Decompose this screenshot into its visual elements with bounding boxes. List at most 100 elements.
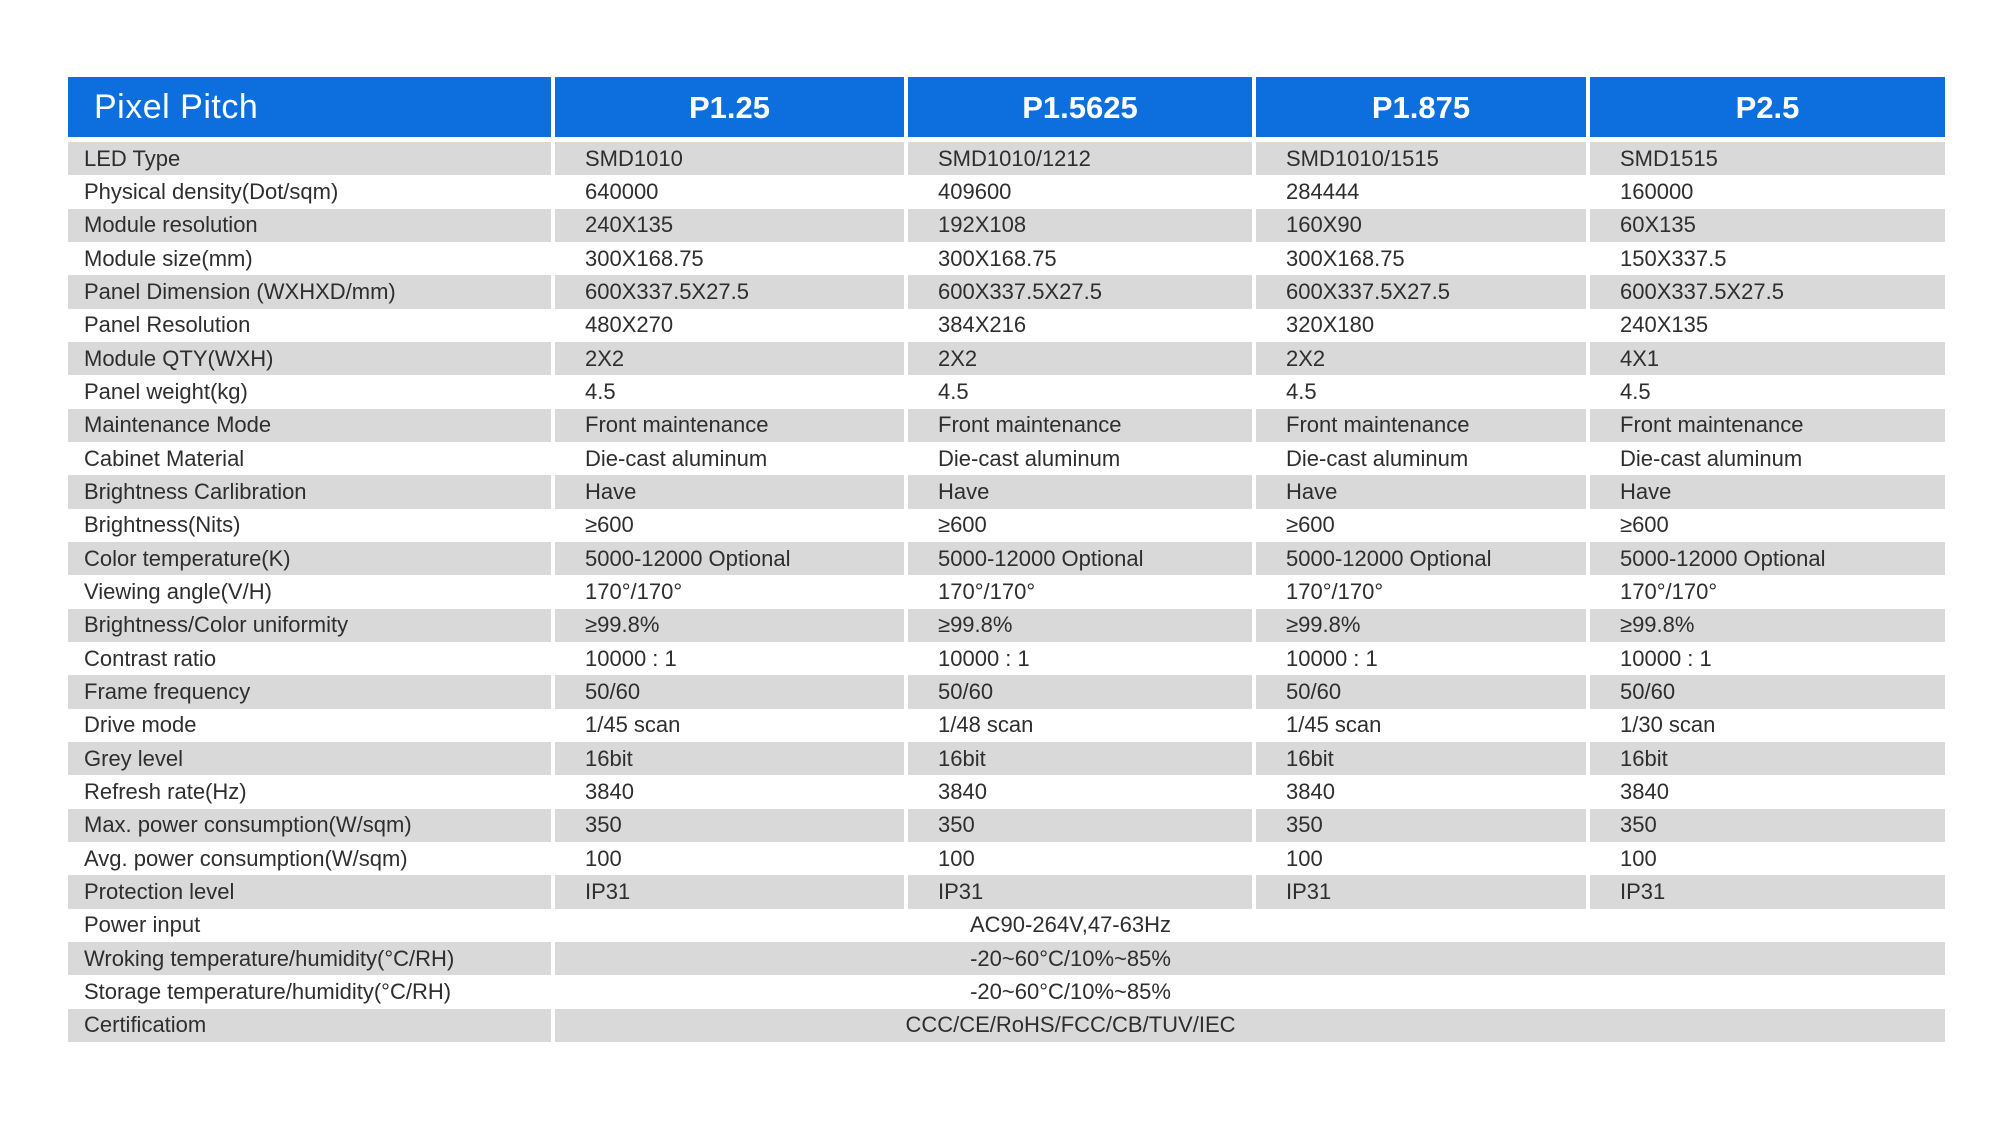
row-label: Wroking temperature/humidity(°C/RH)	[68, 941, 551, 976]
cell-value: 600X337.5X27.5	[904, 275, 1252, 309]
cell-value: Front maintenance	[1252, 408, 1586, 442]
cell-value: IP31	[551, 875, 904, 909]
table-row-frame-frequency: Frame frequency 50/60 50/60 50/60 50/60	[68, 675, 1945, 709]
cell-value: ≥99.8%	[1586, 608, 1945, 642]
table-row-panel-weight-kg: Panel weight(kg) 4.5 4.5 4.5 4.5	[68, 375, 1945, 409]
row-label: Viewing angle(V/H)	[68, 575, 551, 609]
cell-value: 640000	[551, 175, 904, 209]
cell-value: 100	[1586, 841, 1945, 876]
cell-value: 4.5	[1586, 375, 1945, 409]
cell-value: 50/60	[551, 675, 904, 709]
merged-cell-value: -20~60°C/10%~85%	[551, 941, 1945, 976]
cell-value: 170°/170°	[1252, 575, 1586, 609]
table-row-maintenance-mode: Maintenance Mode Front maintenance Front m…	[68, 408, 1945, 442]
cell-value: 5000-12000 Optional	[551, 541, 904, 576]
header-pixel-pitch: Pixel Pitch	[68, 77, 551, 137]
row-label: Brightness/Color uniformity	[68, 608, 551, 642]
table-row-color-temperature-k: Color temperature(K) 5000-12000 Optional 5…	[68, 541, 1945, 576]
table-row-panel-dimension-wxhxd-mm: Panel Dimension (WXHXD/mm) 600X337.5X27.5…	[68, 275, 1945, 309]
cell-value: 170°/170°	[551, 575, 904, 609]
table-row-module-qty-wxh: Module QTY(WXH) 2X2 2X2 2X2 4X1	[68, 341, 1945, 376]
cell-value: ≥600	[551, 508, 904, 542]
cell-value: 50/60	[1586, 675, 1945, 709]
row-label: Power input	[68, 908, 551, 942]
row-label: Refresh rate(Hz)	[68, 775, 551, 809]
cell-value: 350	[1586, 808, 1945, 842]
cell-value: 4X1	[1586, 341, 1945, 376]
cell-value: 300X168.75	[904, 241, 1252, 276]
cell-value: 300X168.75	[551, 241, 904, 276]
cell-value: 16bit	[1252, 741, 1586, 776]
cell-value: 192X108	[904, 208, 1252, 242]
table-row-contrast-ratio: Contrast ratio 10000 : 1 10000 : 1 10000 : …	[68, 641, 1945, 676]
cell-value: Die-cast aluminum	[904, 441, 1252, 476]
cell-value: 3840	[1586, 775, 1945, 809]
row-label: Contrast ratio	[68, 641, 551, 676]
cell-value: 100	[1252, 841, 1586, 876]
cell-value: 50/60	[904, 675, 1252, 709]
table-row-grey-level: Grey level 16bit 16bit 16bit 16bit	[68, 741, 1945, 776]
table-row-refresh-rate-hz: Refresh rate(Hz) 3840 3840 3840 3840	[68, 775, 1945, 809]
cell-value: 320X180	[1252, 308, 1586, 342]
cell-value: 160000	[1586, 175, 1945, 209]
cell-value: 2X2	[904, 341, 1252, 376]
cell-value: 60X135	[1586, 208, 1945, 242]
row-label: LED Type	[68, 142, 551, 176]
cell-value: 1/48 scan	[904, 708, 1252, 742]
table-header-row: Pixel Pitch P1.25 P1.5625 P1.875 P2.5	[68, 77, 1945, 137]
table-row-wroking-temperature-humidity-c-rh: Wroking temperature/humidity(°C/RH) -20~6…	[68, 941, 1945, 976]
table-row-storage-temperature-humidity-c-rh: Storage temperature/humidity(°C/RH) -20~6…	[68, 975, 1945, 1009]
cell-value: 16bit	[551, 741, 904, 776]
table-row-power-input: Power input AC90-264V,47-63Hz	[68, 908, 1945, 942]
cell-value: Have	[1586, 475, 1945, 509]
cell-value: 10000 : 1	[551, 641, 904, 676]
cell-value: ≥600	[904, 508, 1252, 542]
cell-value: 16bit	[1586, 741, 1945, 776]
cell-value: 5000-12000 Optional	[904, 541, 1252, 576]
table-row-led-type: LED Type SMD1010 SMD1010/1212 SMD1010/1515 S…	[68, 142, 1945, 176]
cell-value: 160X90	[1252, 208, 1586, 242]
cell-value: Front maintenance	[1586, 408, 1945, 442]
cell-value: 5000-12000 Optional	[1586, 541, 1945, 576]
cell-value: Front maintenance	[551, 408, 904, 442]
cell-value: 240X135	[1586, 308, 1945, 342]
cell-value: Die-cast aluminum	[551, 441, 904, 476]
cell-value: ≥99.8%	[904, 608, 1252, 642]
cell-value: 284444	[1252, 175, 1586, 209]
row-label: Brightness(Nits)	[68, 508, 551, 542]
table-body: LED Type SMD1010 SMD1010/1212 SMD1010/1515 S…	[68, 142, 1945, 1042]
table-row-certificatiom: Certificatiom CCC/CE/RoHS/FCC/CB/TUV/IEC	[68, 1008, 1945, 1042]
cell-value: 409600	[904, 175, 1252, 209]
cell-value: IP31	[904, 875, 1252, 909]
row-label: Maintenance Mode	[68, 408, 551, 442]
header-col-p1-25: P1.25	[551, 77, 904, 137]
cell-value: SMD1010	[551, 142, 904, 176]
header-col-p1-875: P1.875	[1252, 77, 1586, 137]
row-label: Frame frequency	[68, 675, 551, 709]
table-row-brightness-carlibration: Brightness Carlibration Have Have Have Have	[68, 475, 1945, 509]
row-label: Module resolution	[68, 208, 551, 242]
cell-value: 350	[904, 808, 1252, 842]
cell-value: SMD1515	[1586, 142, 1945, 176]
led-panel-spec-table: Pixel Pitch P1.25 P1.5625 P1.875 P2.5 LED T…	[68, 77, 1945, 1042]
cell-value: Die-cast aluminum	[1252, 441, 1586, 476]
cell-value: 170°/170°	[1586, 575, 1945, 609]
cell-value: Have	[904, 475, 1252, 509]
cell-value: 350	[551, 808, 904, 842]
cell-value: ≥600	[1252, 508, 1586, 542]
cell-value: SMD1010/1515	[1252, 142, 1586, 176]
cell-value: ≥99.8%	[551, 608, 904, 642]
cell-value: Have	[1252, 475, 1586, 509]
cell-value: IP31	[1586, 875, 1945, 909]
cell-value: 2X2	[551, 341, 904, 376]
cell-value: IP31	[1252, 875, 1586, 909]
row-label: Cabinet Material	[68, 441, 551, 476]
cell-value: SMD1010/1212	[904, 142, 1252, 176]
merged-cell-value: -20~60°C/10%~85%	[551, 975, 1945, 1009]
table-row-drive-mode: Drive mode 1/45 scan 1/48 scan 1/45 scan 1/3…	[68, 708, 1945, 742]
cell-value: 300X168.75	[1252, 241, 1586, 276]
table-row-cabinet-material: Cabinet Material Die-cast aluminum Die-cas…	[68, 441, 1945, 476]
header-col-p1-5625: P1.5625	[904, 77, 1252, 137]
row-label: Physical density(Dot/sqm)	[68, 175, 551, 209]
cell-value: 10000 : 1	[1252, 641, 1586, 676]
